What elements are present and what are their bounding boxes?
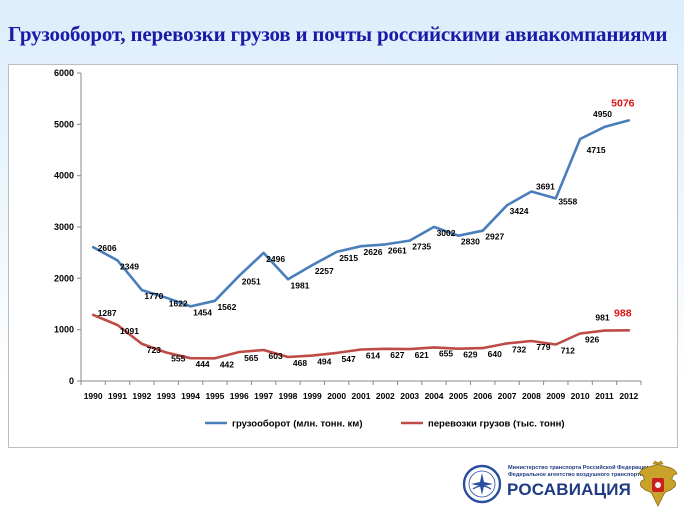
data-label: 988: [614, 307, 632, 319]
y-tick-label: 4000: [54, 171, 74, 181]
data-label: 981: [595, 313, 609, 323]
x-tick-label: 1999: [303, 391, 322, 401]
x-tick-label: 2002: [376, 391, 395, 401]
data-label: 3002: [437, 228, 456, 238]
data-label: 1091: [120, 326, 139, 336]
data-label: 614: [366, 350, 380, 360]
data-label: 629: [463, 350, 477, 360]
x-tick-label: 2000: [327, 391, 346, 401]
x-tick-label: 2004: [425, 391, 444, 401]
data-label: 1287: [98, 308, 117, 318]
data-label: 547: [342, 354, 356, 364]
series-line-1: [91, 119, 631, 308]
y-tick-label: 2000: [54, 273, 74, 283]
x-tick-label: 2003: [400, 391, 419, 401]
x-tick-label: 2012: [619, 391, 638, 401]
x-tick-label: 1998: [278, 391, 297, 401]
x-tick-label: 2010: [571, 391, 590, 401]
x-tick-label: 1997: [254, 391, 273, 401]
data-label: 779: [536, 342, 550, 352]
brand-name: РОСАВИАЦИЯ: [507, 480, 632, 499]
y-tick-label: 1000: [54, 325, 74, 335]
data-label: 2830: [461, 237, 480, 247]
chart-frame: 0 1000 2000 3000 4000 5000 6000 1990 1991 1992 199…: [8, 64, 678, 448]
x-tick-label: 1991: [108, 391, 127, 401]
data-label: 926: [585, 334, 599, 344]
x-tick-label: 1992: [132, 391, 151, 401]
data-label: 2257: [315, 266, 334, 276]
data-label: 1622: [169, 299, 188, 309]
x-tick-label: 1995: [205, 391, 224, 401]
y-tick-label: 0: [69, 376, 74, 386]
data-label: 3558: [558, 196, 577, 206]
data-label: 655: [439, 348, 453, 358]
data-label: 621: [415, 350, 429, 360]
data-label: 494: [317, 357, 331, 367]
line-chart: 0 1000 2000 3000 4000 5000 6000 1990 1991 1992 199…: [54, 68, 642, 430]
data-label: 732: [512, 344, 526, 354]
data-label: 603: [269, 351, 283, 361]
x-tick-label: 2006: [473, 391, 492, 401]
aviation-emblem-icon: [462, 464, 502, 504]
data-label: 712: [561, 345, 575, 355]
data-label: 627: [390, 350, 404, 360]
data-label: 2349: [120, 261, 139, 271]
data-label: 2661: [388, 245, 407, 255]
y-tick-label: 3000: [54, 222, 74, 232]
data-label: 2735: [412, 242, 431, 252]
x-tick-label: 1994: [181, 391, 200, 401]
legend-label-2: перевозки грузов (тыс. тонн): [428, 419, 564, 430]
x-tick-label: 2005: [449, 391, 468, 401]
data-label: 444: [195, 359, 209, 369]
data-label: 723: [147, 345, 161, 355]
y-tick-label: 5000: [54, 119, 74, 129]
data-label: 5076: [611, 97, 635, 109]
x-tick-label: 2009: [546, 391, 565, 401]
y-tick-label: 6000: [54, 68, 74, 78]
data-label: 442: [220, 359, 234, 369]
x-tick-label: 1993: [157, 391, 176, 401]
legend-label-1: грузооборот (млн. тонн. км): [232, 419, 363, 430]
series-line-2: [91, 313, 631, 360]
x-tick-label: 2001: [352, 391, 371, 401]
data-label: 2515: [339, 253, 358, 263]
data-label: 2927: [485, 232, 504, 242]
data-label: 1562: [217, 302, 236, 312]
data-label: 4950: [593, 109, 612, 119]
data-label: 3691: [536, 182, 555, 192]
ministry-caption: Министерство транспорта Российской Федер…: [508, 465, 649, 471]
data-label: 555: [171, 354, 185, 364]
coat-of-arms-icon: [638, 460, 678, 507]
data-label: 468: [293, 358, 307, 368]
data-label: 2626: [364, 247, 383, 257]
x-tick-label: 2007: [498, 391, 517, 401]
x-tick-label: 2008: [522, 391, 541, 401]
data-label: 4715: [587, 145, 606, 155]
slide-title: Грузооборот, перевозки грузов и почты ро…: [8, 22, 668, 46]
x-tick-label: 2011: [595, 391, 614, 401]
data-label: 640: [488, 349, 502, 359]
rosaviatsia-logo: Министерство транспорта Российской Федер…: [462, 460, 684, 510]
data-label: 1770: [144, 291, 163, 301]
x-tick-label: 1990: [84, 391, 103, 401]
data-label: 1981: [290, 280, 309, 290]
data-label: 3424: [510, 206, 529, 216]
agency-caption: Федеральное агентство воздушного транспо…: [508, 472, 643, 478]
data-label: 1454: [193, 307, 212, 317]
x-tick-label: 1996: [230, 391, 249, 401]
data-label: 565: [244, 353, 258, 363]
data-label: 2051: [242, 277, 261, 287]
data-label: 2496: [266, 254, 285, 264]
data-label: 2606: [98, 243, 117, 253]
